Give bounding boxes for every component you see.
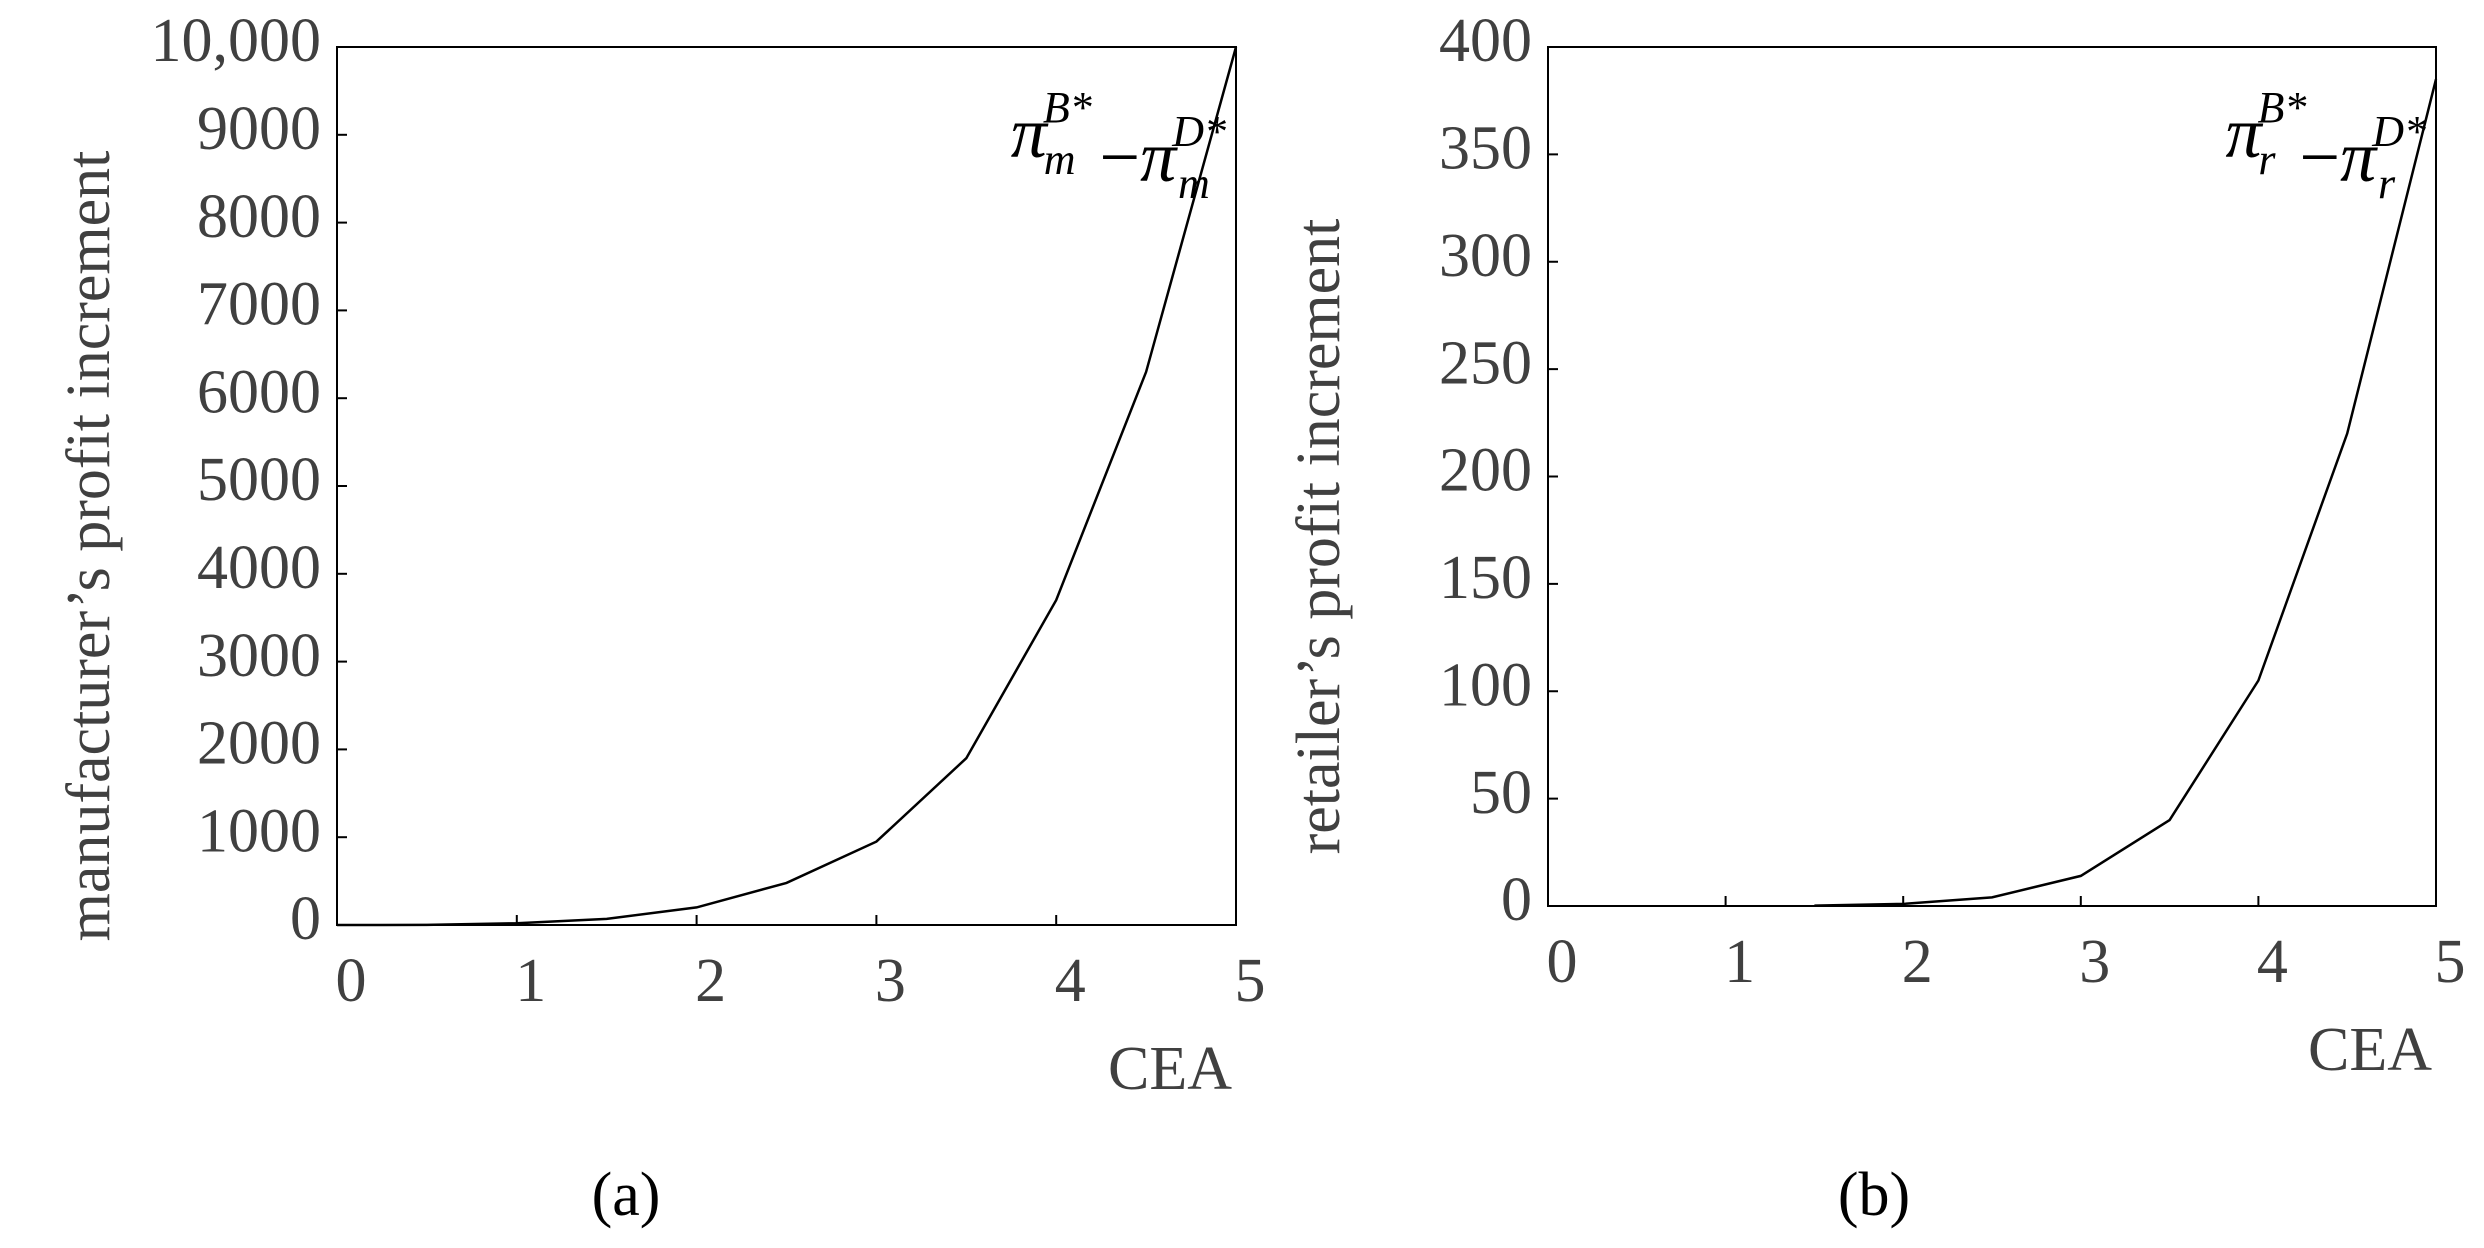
data-line: [1814, 78, 2438, 907]
y-tick-label: 200: [1439, 437, 1532, 505]
y-tick-label: 350: [1439, 115, 1532, 183]
subscript: m: [1178, 159, 1210, 208]
y-tick-label: 100: [1439, 651, 1532, 719]
y-tick-label: 4000: [197, 534, 321, 602]
y-tick-label: 250: [1439, 329, 1532, 397]
x-tick-label: 5: [1235, 947, 1266, 1015]
subscript: m: [1044, 135, 1076, 184]
y-tick-label: 0: [1501, 866, 1532, 934]
x-tick-label: 2: [695, 947, 726, 1015]
annotation: πB* r −πD* r: [2225, 83, 2426, 208]
superscript: B*: [1043, 83, 1092, 132]
y-tick-label: 7000: [197, 271, 321, 339]
y-tick-label: 2000: [197, 710, 321, 778]
superscript: D*: [1171, 107, 1226, 156]
symbol: π: [1011, 93, 1049, 173]
y-tick-label: 6000: [197, 358, 321, 426]
superscript: B*: [2258, 83, 2307, 132]
symbol: π: [1140, 117, 1178, 197]
data-line: [336, 46, 1238, 927]
x-axis-label: CEA: [1108, 1035, 1232, 1103]
y-tick-label: 0: [290, 885, 321, 953]
x-tick-label: 4: [1055, 947, 1086, 1015]
x-axis-label: CEA: [2308, 1016, 2432, 1084]
x-tick-label: 1: [1724, 928, 1755, 996]
symbol: π: [2225, 93, 2263, 173]
caption: (b): [1838, 1161, 1910, 1229]
y-tick-label: 8000: [197, 183, 321, 251]
operator: −: [2300, 117, 2341, 197]
y-tick-label: 10,000: [151, 7, 322, 75]
y-tick-label: 50: [1470, 759, 1532, 827]
x-tick-label: 3: [2079, 928, 2110, 996]
x-tick-label: 3: [875, 947, 906, 1015]
caption: (a): [592, 1161, 661, 1229]
y-tick-label: 9000: [197, 95, 321, 163]
y-tick-label: 1000: [197, 797, 321, 865]
y-axis-label: retailer’s profit increment: [1285, 219, 1353, 855]
x-tick-label: 5: [2435, 928, 2466, 996]
annotation: πB* m −πD* m: [1011, 83, 1226, 208]
y-axis-label: manufacturer’s profit increment: [55, 151, 123, 942]
x-tick-label: 4: [2257, 928, 2288, 996]
y-tick-label: 400: [1439, 7, 1532, 75]
x-tick-label: 2: [1902, 928, 1933, 996]
x-tick-label: 0: [1547, 928, 1578, 996]
y-tick-label: 300: [1439, 222, 1532, 290]
x-tick-label: 1: [515, 947, 546, 1015]
symbol: π: [2340, 117, 2378, 197]
y-tick-label: 5000: [197, 446, 321, 514]
y-tick-label: 150: [1439, 544, 1532, 612]
x-tick-label: 0: [336, 947, 367, 1015]
subscript: r: [2258, 135, 2276, 184]
subscript: r: [2378, 159, 2396, 208]
superscript: D*: [2371, 107, 2426, 156]
y-tick-label: 3000: [197, 622, 321, 690]
operator: −: [1100, 117, 1141, 197]
